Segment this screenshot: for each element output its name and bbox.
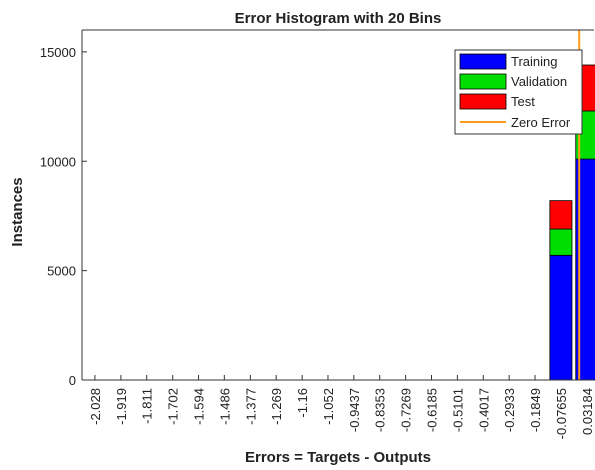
x-axis-label: Errors = Targets - Outputs [245, 449, 431, 466]
bar-segment [549, 254, 573, 381]
x-tick-label: -1.919 [114, 388, 129, 425]
x-tick-label: -0.1849 [528, 388, 543, 432]
legend-swatch [459, 53, 507, 70]
chart-title: Error Histogram with 20 Bins [235, 10, 442, 27]
x-tick-label: -1.16 [295, 388, 310, 418]
x-tick-label: -0.7269 [399, 388, 414, 432]
y-tick-label: 5000 [47, 264, 76, 279]
x-tick-label: -1.811 [140, 388, 155, 424]
x-tick-label: -0.4017 [476, 388, 491, 432]
y-tick-label: 10000 [40, 154, 76, 169]
x-tick-label: -1.702 [166, 388, 181, 425]
bar-segment [549, 228, 573, 256]
x-tick-label: -0.07655 [554, 388, 569, 439]
x-tick-label: -2.028 [88, 388, 103, 425]
legend-label: Zero Error [511, 115, 571, 130]
x-tick-label: -0.8353 [373, 388, 388, 432]
legend-swatch [459, 73, 507, 90]
x-tick-label: -1.269 [269, 388, 284, 425]
x-tick-label: -1.052 [321, 388, 336, 425]
x-tick-label: 0.03184 [580, 388, 595, 435]
x-tick-label: -0.2933 [502, 388, 517, 432]
y-tick-label: 15000 [40, 45, 76, 60]
x-tick-label: -0.9437 [347, 388, 362, 432]
x-tick-label: -1.377 [243, 388, 258, 425]
legend-swatch [459, 93, 507, 110]
legend-label: Test [511, 94, 535, 109]
bar-segment [549, 200, 573, 230]
legend-label: Training [511, 54, 557, 69]
y-axis-label: Instances [9, 177, 26, 246]
legend-label: Validation [511, 74, 567, 89]
x-tick-label: -0.6185 [424, 388, 439, 432]
x-tick-label: -1.486 [217, 388, 232, 425]
x-tick-label: -1.594 [192, 388, 207, 425]
y-tick-label: 0 [69, 373, 76, 388]
x-tick-label: -0.5101 [450, 388, 465, 432]
